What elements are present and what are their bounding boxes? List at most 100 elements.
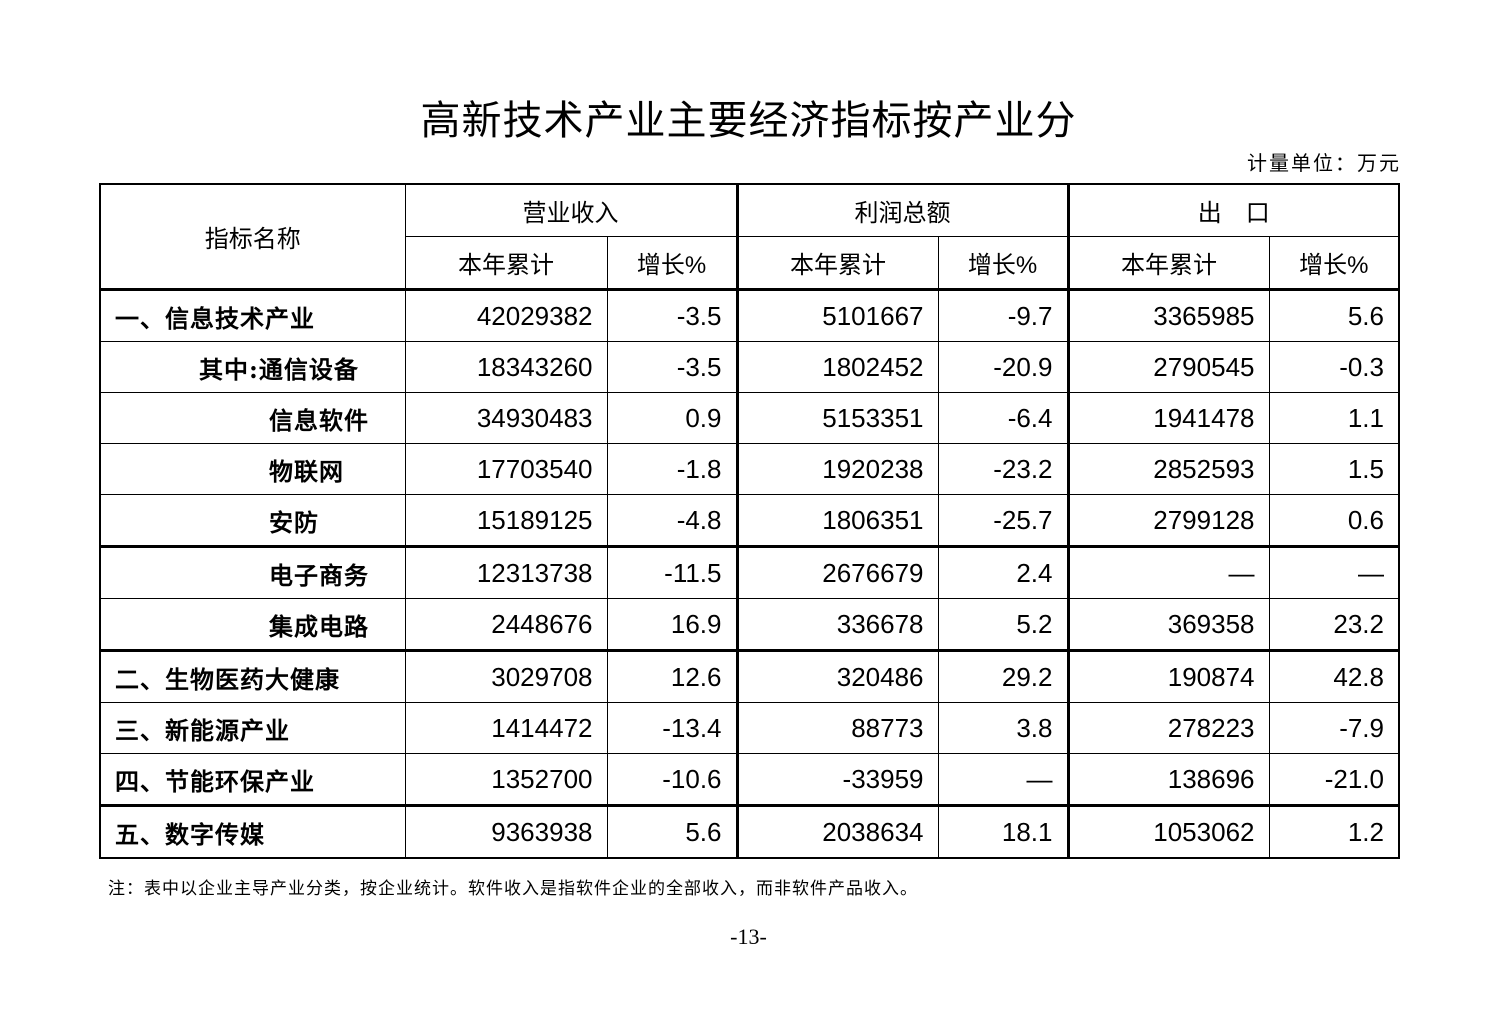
growth-cell: -9.7 [937,288,1069,342]
growth-cell: 16.9 [606,598,738,651]
subheader-cumulative: 本年累计 [404,236,608,290]
row-name: 一、信息技术产业 [99,288,406,342]
cumulative-cell: 18343260 [404,341,608,393]
growth-cell: -13.4 [606,702,738,754]
growth-cell: 5.2 [937,598,1069,651]
cumulative-cell: 3029708 [404,649,608,703]
table-row: 集成电路 2448676 16.9 336678 5.2 369358 23.2 [99,598,1400,651]
cumulative-cell: 1941478 [1066,392,1270,444]
growth-cell: -6.4 [937,392,1069,444]
row-name: 其中:通信设备 [99,341,406,393]
growth-cell: -21.0 [1268,753,1400,806]
growth-cell: -1.8 [606,443,738,495]
page-number: -13- [730,924,767,949]
subheader-growth: 增长% [937,236,1069,290]
cumulative-cell: 88773 [735,702,939,754]
growth-cell: -20.9 [937,341,1069,393]
cumulative-cell: 2790545 [1066,341,1270,393]
cumulative-cell: 1352700 [404,753,608,806]
growth-cell: 5.6 [1268,288,1400,342]
growth-cell: 18.1 [937,804,1069,859]
indicator-table: 指标名称 营业收入 利润总额 出 口 本年累计 增长% 本年累计 增长% 本年累… [99,183,1400,859]
growth-cell: 1.5 [1268,443,1400,495]
cumulative-cell: 1806351 [735,494,939,547]
growth-cell: -0.3 [1268,341,1400,393]
table-row: 物联网 17703540 -1.8 1920238 -23.2 2852593 1.5 [99,443,1400,495]
page-title: 高新技术产业主要经济指标按产业分 [420,99,1077,143]
cumulative-cell: 320486 [735,649,939,703]
cumulative-cell: 2799128 [1066,494,1270,547]
table-row: 五、数字传媒 9363938 5.6 2038634 18.1 1053062 1.2 [99,804,1400,859]
cumulative-cell: 42029382 [404,288,608,342]
row-name: 电子商务 [99,545,406,599]
table-row: 一、信息技术产业 42029382 -3.5 5101667 -9.7 3365985 5.… [99,288,1400,342]
cumulative-cell: 1920238 [735,443,939,495]
growth-cell: 5.6 [606,804,738,859]
cumulative-cell: -33959 [735,753,939,806]
growth-cell: 0.6 [1268,494,1400,547]
cumulative-cell: 369358 [1066,598,1270,651]
growth-cell: -4.8 [606,494,738,547]
cumulative-cell: 17703540 [404,443,608,495]
growth-cell: — [937,753,1069,806]
subheader-growth: 增长% [1268,236,1400,290]
unit-label: 计量单位：万元 [1247,153,1401,175]
cumulative-cell: 2038634 [735,804,939,859]
cumulative-cell: 12313738 [404,545,608,599]
header-profit: 利润总额 [735,183,1069,237]
growth-cell: -7.9 [1268,702,1400,754]
growth-cell: 23.2 [1268,598,1400,651]
header-export: 出 口 [1066,183,1400,237]
row-name: 四、节能环保产业 [99,753,406,806]
growth-cell: 42.8 [1268,649,1400,703]
row-name: 二、生物医药大健康 [99,649,406,703]
growth-cell: -25.7 [937,494,1069,547]
cumulative-cell: 1802452 [735,341,939,393]
subheader-cumulative: 本年累计 [735,236,939,290]
subheader-growth: 增长% [606,236,738,290]
row-name: 信息软件 [99,392,406,444]
cumulative-cell: 190874 [1066,649,1270,703]
growth-cell: — [1268,545,1400,599]
growth-cell: 12.6 [606,649,738,703]
cumulative-cell: 5101667 [735,288,939,342]
growth-cell: 1.1 [1268,392,1400,444]
table-row: 二、生物医药大健康 3029708 12.6 320486 29.2 190874 42.8 [99,649,1400,703]
cumulative-cell: 5153351 [735,392,939,444]
cumulative-cell: 138696 [1066,753,1270,806]
growth-cell: -23.2 [937,443,1069,495]
cumulative-cell: 2448676 [404,598,608,651]
cumulative-cell: 2676679 [735,545,939,599]
row-name: 安防 [99,494,406,547]
growth-cell: 3.8 [937,702,1069,754]
row-name: 三、新能源产业 [99,702,406,754]
growth-cell: 1.2 [1268,804,1400,859]
growth-cell: -11.5 [606,545,738,599]
cumulative-cell: 3365985 [1066,288,1270,342]
growth-cell: 2.4 [937,545,1069,599]
cumulative-cell: 2852593 [1066,443,1270,495]
growth-cell: 29.2 [937,649,1069,703]
row-name: 集成电路 [99,598,406,651]
cumulative-cell: 1414472 [404,702,608,754]
cumulative-cell: 336678 [735,598,939,651]
cumulative-cell: 34930483 [404,392,608,444]
header-indicator: 指标名称 [99,183,406,290]
growth-cell: 0.9 [606,392,738,444]
subheader-cumulative: 本年累计 [1066,236,1270,290]
row-name: 五、数字传媒 [99,804,406,859]
table-row: 安防 15189125 -4.8 1806351 -25.7 2799128 0.6 [99,494,1400,547]
table-row: 四、节能环保产业 1352700 -10.6 -33959—138696 -21.0 [99,753,1400,806]
growth-cell: -3.5 [606,288,738,342]
cumulative-cell: — [1066,545,1270,599]
cumulative-cell: 9363938 [404,804,608,859]
cumulative-cell: 278223 [1066,702,1270,754]
table-row: 其中:通信设备 18343260 -3.5 1802452 -20.9 2790545 -0… [99,341,1400,393]
table-row: 信息软件 34930483 0.9 5153351 -6.4 1941478 1.1 [99,392,1400,444]
cumulative-cell: 1053062 [1066,804,1270,859]
row-name: 物联网 [99,443,406,495]
growth-cell: -3.5 [606,341,738,393]
growth-cell: -10.6 [606,753,738,806]
table-row: 电子商务 12313738 -11.5 2676679 2.4— — [99,545,1400,599]
footnote: 注：表中以企业主导产业分类，按企业统计。软件收入是指软件企业的全部收入，而非软件… [108,879,918,898]
